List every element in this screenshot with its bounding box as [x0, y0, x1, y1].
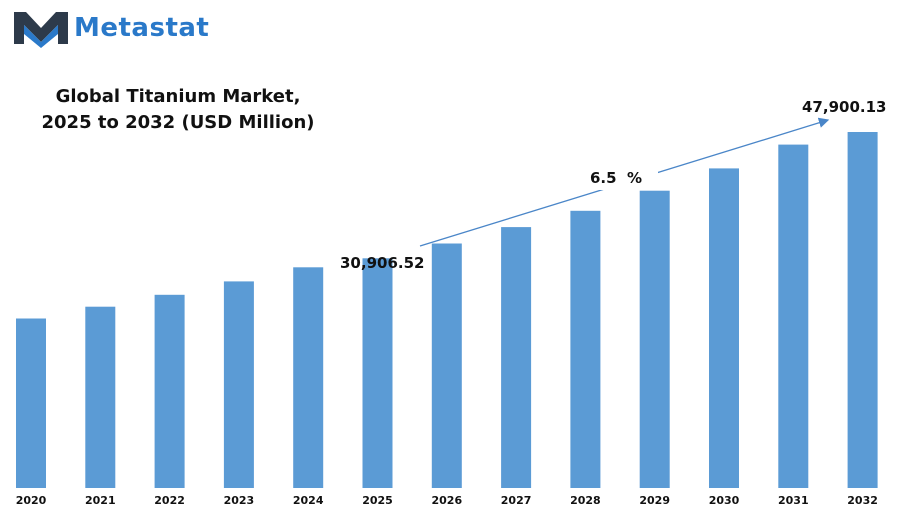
brand-name: Metastat [74, 13, 210, 43]
bar-2029 [639, 190, 670, 488]
bar-2025 [362, 258, 393, 488]
x-tick-label: 2028 [570, 494, 601, 507]
x-tick-label: 2029 [639, 494, 670, 507]
m-chevron-logo-icon [14, 12, 68, 48]
bar-2031 [778, 144, 809, 488]
end-value-label: 47,900.13 [802, 98, 886, 116]
chart-title: Global Titanium Market, 2025 to 2032 (US… [18, 84, 338, 136]
x-tick-label: 2030 [709, 494, 740, 507]
cagr-label: 6.5 % [590, 169, 642, 187]
x-tick-label: 2025 [362, 494, 393, 507]
bar-2023 [223, 281, 254, 488]
bar-2021 [85, 306, 116, 488]
bar-2022 [154, 294, 185, 488]
start-value-label: 30,906.52 [340, 254, 424, 272]
x-tick-label: 2020 [16, 494, 47, 507]
bar-2024 [293, 267, 324, 488]
bar-2030 [709, 168, 739, 488]
bar-2026 [431, 243, 462, 488]
x-tick-label: 2022 [154, 494, 185, 507]
chart-title-line2: 2025 to 2032 (USD Million) [41, 112, 315, 133]
x-tick-label: 2027 [501, 494, 532, 507]
bar-2027 [501, 227, 532, 488]
bar-2032 [847, 132, 878, 488]
brand-logo: Metastat [12, 8, 209, 48]
x-tick-label: 2021 [85, 494, 116, 507]
bar-2020 [16, 318, 46, 488]
x-tick-label: 2026 [431, 494, 462, 507]
x-tick-label: 2024 [293, 494, 324, 507]
bar-2028 [570, 210, 601, 489]
chart-title-line1: Global Titanium Market, [55, 86, 301, 107]
x-tick-label: 2023 [224, 494, 255, 507]
x-tick-label: 2032 [847, 494, 878, 507]
x-tick-label: 2031 [778, 494, 809, 507]
